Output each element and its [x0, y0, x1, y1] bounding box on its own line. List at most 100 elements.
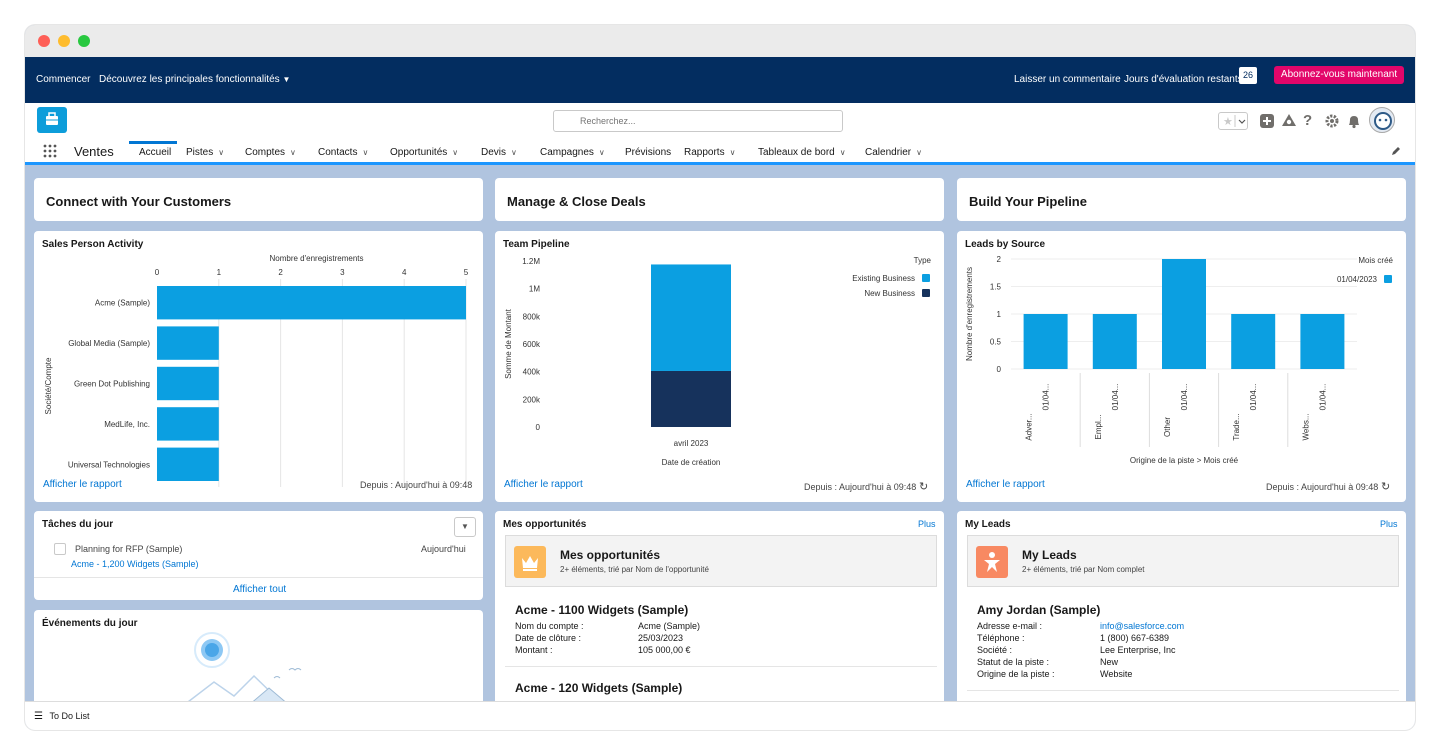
category-label: Green Dot Publishing — [74, 380, 150, 389]
bar — [1162, 259, 1206, 369]
view-all-link[interactable]: Afficher tout — [233, 584, 287, 595]
tab-previsions[interactable]: Prévisions — [625, 147, 672, 158]
task-checkbox[interactable] — [54, 543, 66, 555]
field-label: Nom du compte : — [515, 621, 584, 631]
leads-title: My Leads — [965, 519, 1011, 530]
chevron-down-icon[interactable]: ∨ — [452, 148, 459, 157]
opportunities-list-header[interactable]: Mes opportunités 2+ éléments, trié par N… — [505, 535, 937, 587]
lead-name-link[interactable]: Amy Jordan (Sample) — [977, 603, 1101, 617]
x-subcategory-label: 01/04... — [1249, 384, 1258, 411]
x-tick-label: 5 — [464, 268, 469, 277]
chevron-down-icon[interactable]: ∨ — [218, 148, 225, 157]
x-subcategory-label: 01/04... — [1042, 384, 1051, 411]
y-tick-label: 800k — [523, 312, 541, 321]
sales-app-logo[interactable] — [37, 107, 67, 133]
opportunity-name-link[interactable]: Acme - 1100 Widgets (Sample) — [515, 603, 689, 617]
divider — [34, 577, 483, 578]
help-icon[interactable]: ? — [1303, 112, 1313, 129]
chevron-down-icon[interactable]: ∨ — [290, 148, 296, 157]
tab-devis[interactable]: Devis ∨ — [481, 147, 517, 158]
email-link[interactable]: info@salesforce.com — [1100, 621, 1185, 631]
user-avatar[interactable] — [1369, 107, 1395, 133]
subscribe-button[interactable]: Abonnez-vous maintenant — [1274, 66, 1404, 84]
chevron-down-icon[interactable]: ∨ — [916, 148, 922, 157]
start-link[interactable]: Commencer — [36, 74, 91, 85]
more-link[interactable]: Plus — [1380, 519, 1398, 529]
view-report-link[interactable]: Afficher le rapport — [966, 479, 1045, 490]
chevron-down-icon[interactable]: ∨ — [839, 148, 846, 157]
tab-opportunites[interactable]: Opportunités ∨ — [390, 147, 458, 158]
favorites-star-icon[interactable]: ★ — [1218, 112, 1248, 130]
task-name[interactable]: Planning for RFP (Sample) — [75, 544, 183, 554]
legend-label: 01/04/2023 — [1337, 275, 1378, 284]
legend-swatch — [922, 274, 930, 282]
tab-comptes[interactable]: Comptes ∨ — [245, 147, 296, 158]
app-launcher-icon[interactable] — [43, 144, 57, 161]
global-search-input[interactable] — [553, 110, 843, 132]
y-axis-title: Société/Compte — [44, 357, 53, 414]
opportunity-name-link[interactable]: Acme - 120 Widgets (Sample) — [515, 681, 683, 695]
tab-rapports[interactable]: Rapports ∨ — [684, 147, 735, 158]
tab-label: Tableaux de bord — [758, 147, 835, 158]
task-related-link[interactable]: Acme - 1,200 Widgets (Sample) — [71, 559, 199, 569]
more-link[interactable]: Plus — [918, 519, 936, 529]
field-label: Adresse e-mail : — [977, 621, 1043, 631]
view-report-link[interactable]: Afficher le rapport — [43, 479, 122, 490]
chart-title: Sales Person Activity — [42, 239, 144, 250]
field-value: 1 (800) 667-6389 — [1100, 633, 1170, 643]
setup-gear-icon[interactable] — [1323, 112, 1341, 130]
tasks-card: Tâches du jour ▼ Planning for RFP (Sampl… — [34, 511, 483, 600]
opportunities-card: Mes opportunités Plus Mes opportunités 2… — [495, 511, 944, 706]
trial-days-label: Jours d'évaluation restants — [1124, 74, 1243, 85]
x-tick-label: 4 — [402, 268, 407, 277]
refresh-icon[interactable]: ↻ — [1381, 481, 1391, 493]
tab-pistes[interactable]: Pistes ∨ — [186, 147, 224, 158]
minimize-window-icon[interactable] — [58, 35, 70, 47]
y-tick-label: 400k — [523, 368, 541, 377]
stacked-bar-segment — [651, 370, 731, 427]
bar — [157, 366, 219, 401]
edit-nav-pencil-icon[interactable] — [1391, 146, 1401, 159]
maximize-window-icon[interactable] — [78, 35, 90, 47]
discover-features-link[interactable]: Découvrez les principales fonctionnalité… — [99, 74, 290, 85]
todo-label: To Do List — [49, 711, 90, 721]
tasks-menu-chevron-icon[interactable]: ▼ — [454, 517, 476, 537]
tab-label: Devis — [481, 147, 507, 158]
trailhead-guidance-icon[interactable] — [1280, 112, 1298, 130]
x-category-label: Adver... — [1025, 413, 1034, 440]
y-axis-title: Nombre d'enregistrements — [965, 267, 974, 361]
home-content: Connect with Your Customers Manage & Clo… — [25, 166, 1415, 710]
x-tick-label: 2 — [278, 268, 283, 277]
feedback-link[interactable]: Laisser un commentaire — [1014, 74, 1121, 85]
tab-accueil[interactable]: Accueil — [139, 147, 172, 158]
tab-contacts[interactable]: Contacts ∨ — [318, 147, 368, 158]
tab-tableaux-de-bord[interactable]: Tableaux de bord ∨ — [758, 147, 846, 158]
banner-build: Build Your Pipeline — [957, 178, 1406, 221]
x-category-label: avril 2023 — [674, 439, 709, 448]
y-tick-label: 1.2M — [522, 257, 540, 266]
global-actions-add-icon[interactable] — [1258, 112, 1276, 130]
close-window-icon[interactable] — [38, 35, 50, 47]
bar — [157, 286, 466, 320]
chevron-down-icon[interactable]: ∨ — [598, 148, 605, 157]
leads-list-header[interactable]: My Leads 2+ éléments, trié par Nom compl… — [967, 535, 1399, 587]
bar — [157, 447, 219, 481]
banner-connect: Connect with Your Customers — [34, 178, 483, 221]
x-axis-title: Nombre d'enregistrements — [269, 254, 363, 263]
tasks-title: Tâches du jour — [42, 519, 114, 530]
discover-label: Découvrez les principales fonctionnalité… — [99, 74, 280, 85]
tab-calendrier[interactable]: Calendrier ∨ — [865, 147, 922, 158]
chevron-down-icon[interactable]: ∨ — [511, 148, 517, 157]
view-report-link[interactable]: Afficher le rapport — [504, 479, 583, 490]
todo-list-item[interactable]: ☰ To Do List — [34, 711, 90, 722]
field-label: Téléphone : — [977, 633, 1025, 643]
trial-days-badge: 26 — [1239, 67, 1257, 84]
list-icon: ☰ — [34, 711, 43, 722]
notifications-bell-icon[interactable] — [1345, 112, 1363, 130]
chevron-down-icon[interactable]: ∨ — [729, 148, 736, 157]
browser-window: Commencer Découvrez les principales fonc… — [25, 25, 1415, 730]
tab-campagnes[interactable]: Campagnes ∨ — [540, 147, 605, 158]
refresh-icon[interactable]: ↻ — [919, 481, 929, 493]
chevron-down-icon[interactable]: ∨ — [362, 148, 369, 157]
y-tick-label: 1.5 — [990, 283, 1002, 292]
